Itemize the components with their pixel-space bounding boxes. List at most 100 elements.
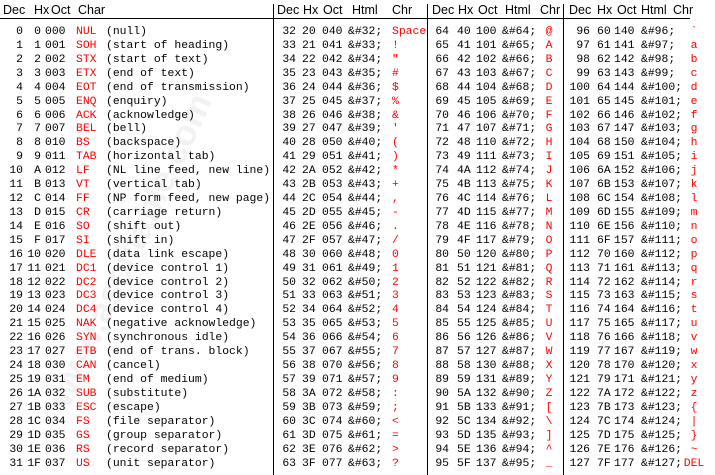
oct-value: 176: [614, 443, 635, 456]
char-value: 5: [392, 318, 399, 331]
dec-value: 94: [435, 443, 449, 456]
char-description: (NL line feed, new line): [106, 165, 271, 178]
char-value: L: [545, 193, 553, 206]
dec-value: 62: [282, 443, 296, 456]
hex-value: 42: [457, 53, 471, 66]
html-entity: &#111;: [641, 234, 683, 247]
char-abbrev: SYN: [76, 332, 97, 345]
header-dec: Dec: [3, 3, 26, 17]
char-description: (escape): [106, 401, 161, 414]
dec-value: 125: [569, 429, 590, 442]
oct-value: 046: [322, 109, 343, 122]
hex-value: 2A: [302, 165, 316, 178]
html-entity: &#58;: [348, 387, 383, 400]
oct-value: 124: [476, 304, 497, 317]
hex-value: 22: [302, 53, 316, 66]
char-abbrev: US: [76, 457, 90, 470]
oct-value: 127: [476, 346, 497, 359]
char-value: s: [690, 290, 698, 303]
dec-value: 18: [9, 276, 23, 289]
dec-value: 36: [282, 81, 296, 94]
dec-value: 119: [569, 346, 590, 359]
oct-value: 047: [322, 123, 343, 136]
oct-value: 105: [476, 95, 497, 108]
html-entity: &#117;: [641, 318, 683, 331]
char-value: C: [545, 67, 553, 80]
hex-value: 74: [597, 304, 611, 317]
char-value: e: [690, 95, 698, 108]
html-entity: &#116;: [641, 304, 683, 317]
oct-value: 163: [614, 290, 635, 303]
hex-value: 36: [302, 332, 316, 345]
html-entity: &#109;: [641, 206, 683, 219]
char-description: (shift in): [106, 234, 175, 247]
oct-value: 042: [322, 53, 343, 66]
dec-value: 54: [282, 332, 296, 345]
char-value: 1: [392, 262, 399, 275]
hex-value: 47: [457, 123, 471, 136]
html-entity: &#64;: [502, 26, 537, 38]
dec-value: 4: [16, 81, 23, 94]
char-value: {: [690, 401, 698, 414]
html-entity: &#107;: [641, 179, 683, 192]
dec-value: 37: [282, 95, 296, 108]
char-description: (unit separator): [106, 457, 216, 470]
oct-value: 010: [45, 137, 66, 150]
oct-value: 027: [45, 346, 66, 359]
html-entity: &#101;: [641, 95, 683, 108]
hex-value: 3: [34, 67, 41, 80]
oct-value: 071: [322, 374, 343, 386]
oct-value: 025: [45, 318, 66, 331]
char-description: (negative acknowledge): [106, 318, 257, 331]
char-value: U: [545, 318, 553, 331]
char-value: X: [545, 360, 553, 373]
oct-value: 040: [322, 26, 343, 38]
html-entity: &#59;: [348, 401, 383, 414]
char-description: (vertical tab): [106, 179, 202, 192]
hex-value: 4B: [457, 179, 471, 192]
char-abbrev: ESC: [76, 401, 97, 414]
hex-value: 59: [457, 374, 471, 386]
dec-value: 44: [282, 193, 296, 206]
dec-value: 95: [435, 457, 449, 470]
char-value: ": [392, 53, 399, 66]
dec-value: 103: [569, 123, 590, 136]
html-entity: &#54;: [348, 332, 383, 345]
dec-value: 19: [9, 290, 23, 303]
hex-value: 73: [597, 290, 611, 303]
dec-value: 3: [16, 67, 23, 80]
char-value: c: [690, 67, 698, 80]
char-description: (end of text): [106, 67, 195, 80]
oct-value: 066: [322, 332, 343, 345]
char-value: d: [690, 81, 698, 94]
hex-value: 57: [457, 346, 471, 359]
char-abbrev: NUL: [76, 26, 97, 38]
char-value: b: [690, 53, 698, 66]
char-value: A: [545, 39, 553, 52]
oct-value: 102: [476, 53, 497, 66]
html-entity: &#69;: [502, 95, 537, 108]
html-entity: &#43;: [348, 179, 383, 192]
hex-value: 49: [457, 151, 471, 164]
oct-value: 002: [45, 53, 66, 66]
hex-value: 11: [27, 262, 41, 275]
hex-value: 41: [457, 39, 471, 52]
char-value: T: [545, 304, 553, 317]
char-value: @: [545, 26, 553, 38]
dec-value: 15: [9, 234, 23, 247]
dec-value: 82: [435, 276, 449, 289]
hex-value: 7: [34, 123, 41, 136]
dec-value: 10: [9, 165, 23, 178]
hex-value: 4C: [457, 193, 471, 206]
hex-value: 5B: [457, 401, 471, 414]
html-entity: &#94;: [502, 443, 537, 456]
oct-value: 021: [45, 262, 66, 275]
hex-value: 6A: [597, 165, 611, 178]
html-entity: &#56;: [348, 360, 383, 373]
oct-value: 117: [476, 234, 497, 247]
html-entity: &#40;: [348, 137, 383, 150]
html-entity: &#32;: [348, 26, 383, 38]
oct-value: 177: [614, 457, 635, 470]
dec-value: 20: [9, 304, 23, 317]
dec-value: 16: [9, 248, 23, 261]
